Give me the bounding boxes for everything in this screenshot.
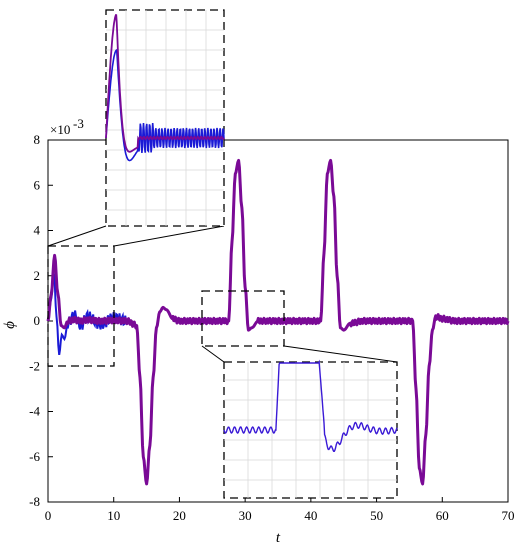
y-tick-label: -8 bbox=[29, 494, 40, 509]
x-tick-label: 50 bbox=[370, 508, 383, 523]
x-tick-label: 60 bbox=[436, 508, 449, 523]
connector-line bbox=[113, 225, 225, 247]
y-tick-label: -6 bbox=[29, 449, 40, 464]
y-exponent-label: ×10 bbox=[50, 122, 70, 137]
zoom-region-middle bbox=[201, 290, 285, 347]
connector-line bbox=[47, 225, 107, 247]
y-exponent-power: -3 bbox=[73, 116, 84, 131]
y-tick-label: 8 bbox=[34, 132, 41, 147]
inset-top-series-purple bbox=[105, 14, 225, 153]
y-tick-label: -4 bbox=[29, 404, 40, 419]
x-axis-title: t bbox=[276, 530, 281, 546]
inset-bottom bbox=[223, 359, 398, 499]
y-tick-label: -2 bbox=[29, 358, 40, 373]
connector-line bbox=[283, 345, 398, 363]
x-tick-label: 40 bbox=[304, 508, 317, 523]
x-tick-label: 20 bbox=[173, 508, 186, 523]
x-tick-label: 0 bbox=[45, 508, 52, 523]
x-tick-label: 30 bbox=[239, 508, 252, 523]
y-tick-label: 4 bbox=[34, 223, 41, 238]
inset-top-series-blue bbox=[105, 48, 225, 162]
y-tick-label: 6 bbox=[34, 177, 41, 192]
series-line-purple bbox=[46, 158, 510, 486]
x-tick-label: 10 bbox=[107, 508, 120, 523]
connector-line bbox=[201, 345, 225, 363]
x-axis-ticks: 0 10 20 30 40 50 60 70 bbox=[45, 497, 515, 523]
inset-top bbox=[105, 9, 225, 227]
y-axis-title: ϕ bbox=[2, 321, 18, 329]
x-tick-label: 70 bbox=[502, 508, 515, 523]
y-tick-label: 2 bbox=[34, 268, 41, 283]
zoom-region-left bbox=[47, 245, 115, 367]
inset-bottom-series bbox=[223, 359, 398, 452]
y-tick-label: 0 bbox=[34, 313, 41, 328]
